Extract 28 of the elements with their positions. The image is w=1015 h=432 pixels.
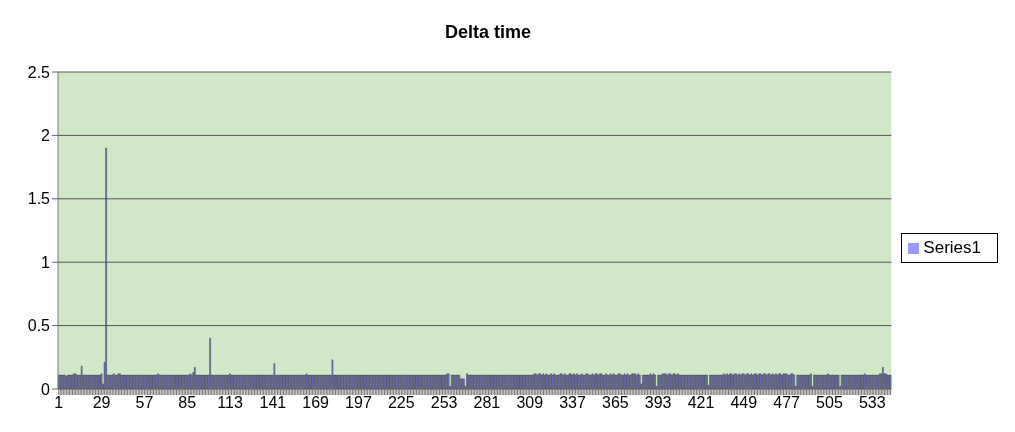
chart-title: Delta time: [444, 21, 532, 44]
x-tick-label: 393: [644, 394, 672, 412]
x-tick-label: 253: [430, 394, 458, 412]
x-tick-label: 533: [858, 394, 886, 412]
x-tick-label: 365: [602, 394, 629, 412]
x-tick-label: 505: [816, 394, 843, 412]
x-tick-label: 85: [178, 394, 197, 412]
x-tick-label: 337: [559, 394, 586, 412]
x-tick-label: 421: [687, 394, 715, 412]
y-tick-label: 2.5: [27, 63, 51, 81]
x-tick-label: 477: [773, 394, 801, 412]
x-tick-label: 113: [217, 394, 243, 412]
x-tick-label: 29: [92, 394, 111, 412]
x-tick-label: 309: [516, 394, 544, 412]
x-tick-label: 197: [345, 394, 372, 412]
x-tick-label: 1: [54, 394, 64, 412]
x-tick-label: 169: [302, 394, 330, 412]
y-tick-label: 0: [41, 380, 51, 398]
x-tick-label: 281: [473, 394, 501, 412]
y-tick-label: 2: [41, 127, 51, 145]
y-tick-label: 1: [41, 253, 51, 271]
x-tick-label: 141: [259, 394, 287, 412]
x-tick-label: 449: [730, 394, 758, 412]
x-tick-label: 225: [387, 394, 415, 412]
y-tick-label: 0.5: [27, 317, 51, 335]
y-tick-label: 1.5: [27, 190, 51, 208]
x-tick-label: 57: [135, 394, 154, 412]
legend-label: Series1: [923, 238, 981, 257]
